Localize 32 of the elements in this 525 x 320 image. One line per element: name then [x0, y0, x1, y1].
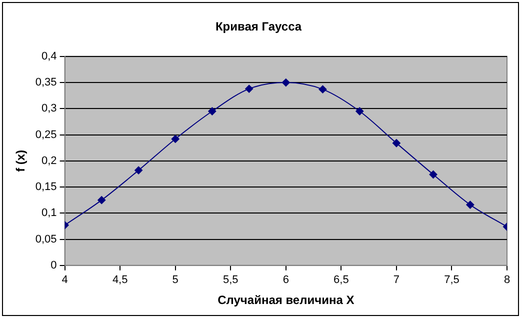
y-tick-label: 0,3 — [42, 102, 57, 115]
chart-title: Кривая Гаусса — [215, 20, 302, 34]
y-tick-label: 0,05 — [35, 233, 57, 246]
y-tick-label: 0,2 — [42, 154, 57, 167]
y-axis-title: f (x) — [14, 150, 28, 172]
y-tick-label: 0,4 — [42, 50, 57, 62]
x-tick-label: 7 — [393, 274, 400, 286]
x-tick-label: 8 — [504, 274, 510, 286]
y-tick-label: 0,15 — [35, 181, 57, 194]
x-tick-label: 4 — [62, 274, 68, 286]
point — [466, 200, 474, 209]
y-tick-label: 0,25 — [35, 128, 57, 141]
y-tick-label: 0 — [50, 259, 57, 272]
point — [245, 84, 254, 93]
x-axis-title: Случайная величина X — [218, 293, 354, 308]
x-tick-label: 5 — [172, 274, 178, 286]
y-tick-label: 0,35 — [35, 76, 57, 89]
point — [208, 107, 216, 116]
point — [356, 107, 364, 116]
y-tick-label: 0,1 — [42, 207, 57, 220]
point — [98, 196, 106, 204]
point — [282, 78, 290, 87]
x-tick-label: 4,5 — [112, 274, 128, 286]
point — [318, 85, 327, 94]
x-tick-label: 6,5 — [334, 274, 349, 286]
x-tick-label: 7,5 — [444, 274, 460, 286]
point — [171, 134, 180, 143]
x-tick-label: 5,5 — [222, 274, 238, 286]
point — [392, 139, 400, 148]
point — [429, 170, 438, 178]
point — [134, 166, 143, 174]
x-tick-label: 6 — [282, 274, 289, 286]
